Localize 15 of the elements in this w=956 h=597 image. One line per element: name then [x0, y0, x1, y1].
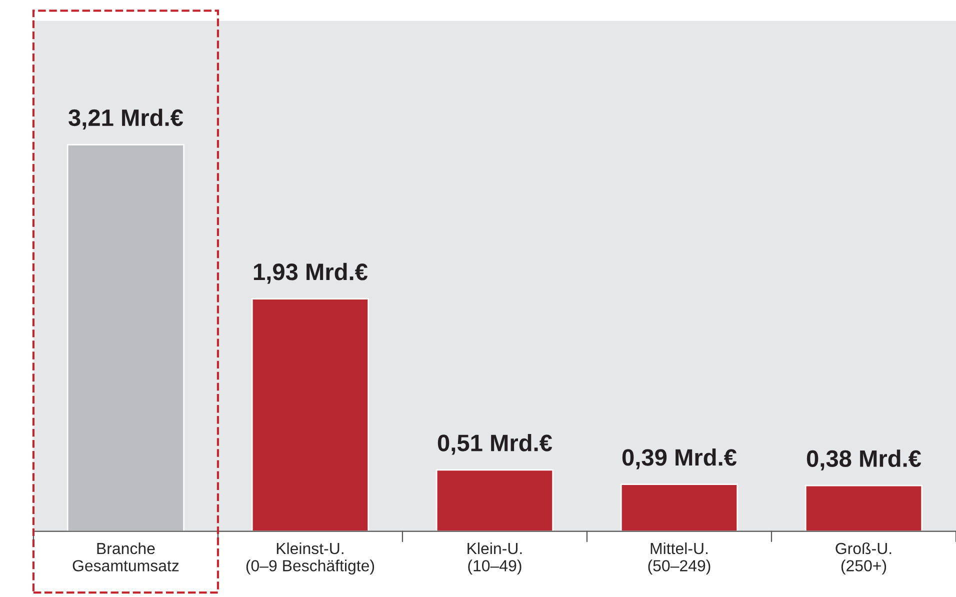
x-tick-label: Groß-U. (250+)	[836, 542, 892, 575]
data-label: 0,51 Mrd.€	[438, 434, 552, 455]
bar	[251, 298, 370, 532]
bar	[804, 484, 923, 532]
data-label: 0,39 Mrd.€	[622, 448, 737, 470]
bar	[66, 144, 185, 532]
bar	[620, 484, 738, 532]
data-label: 0,38 Mrd.€	[806, 450, 922, 470]
x-tick-label: Mittel-U. (50–249)	[648, 542, 710, 575]
x-tick-label: Branche Gesamtumsatz	[72, 542, 179, 572]
x-tick-label: Kleinst-U. (0–9 Beschäftigte)	[246, 542, 374, 575]
data-label: 1,93 Mrd.€	[254, 262, 368, 284]
data-label: 3,21 Mrd.€	[68, 108, 184, 130]
bar	[436, 469, 554, 532]
x-tick-label: Klein-U. (10–49)	[468, 542, 522, 575]
